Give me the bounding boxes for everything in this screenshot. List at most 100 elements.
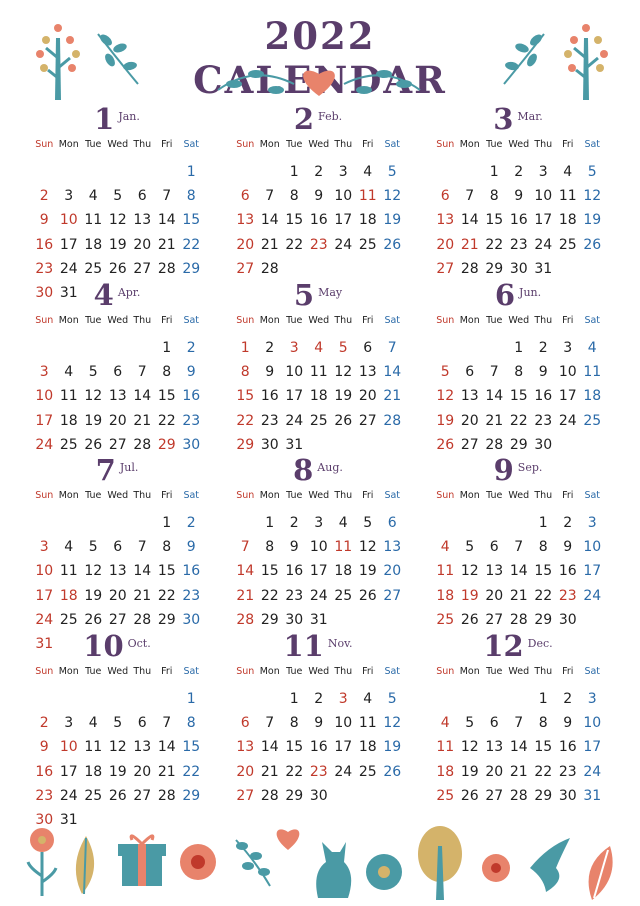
day-cell: 14 <box>460 212 479 229</box>
weekday-label: Sun <box>236 315 255 326</box>
day-cell: 29 <box>509 436 528 453</box>
day-cell: 16 <box>309 212 328 229</box>
day-cell: 31 <box>583 787 602 804</box>
day-cell: 22 <box>182 236 201 253</box>
day-cell: 31 <box>309 611 328 628</box>
day-cell: 9 <box>186 539 196 556</box>
day-cell: 15 <box>260 563 279 580</box>
day-cell: 16 <box>35 763 54 780</box>
day-cell: 20 <box>460 412 479 429</box>
day-cell: 1 <box>162 340 172 356</box>
month-number: 3 <box>493 102 514 136</box>
weekday-label: Fri <box>362 139 374 150</box>
day-cell: 13 <box>133 739 152 756</box>
day-cell: 11 <box>84 212 103 229</box>
week-row: 23 24 25 26 27 28 29 <box>32 784 202 808</box>
day-cell: 28 <box>133 611 152 628</box>
weekday-label: Thu <box>534 490 553 501</box>
day-cell: 12 <box>84 388 103 405</box>
day-cell <box>57 160 82 184</box>
day-cell: 25 <box>583 412 602 429</box>
day-cell: 28 <box>460 260 479 277</box>
weekday-label: Wed <box>308 315 330 326</box>
day-cell: 13 <box>436 212 455 229</box>
day-cell: 30 <box>534 436 553 453</box>
day-cell: 2 <box>186 340 196 356</box>
week-row: 20 21 22 23 24 25 26 <box>233 760 403 784</box>
day-cell: 6 <box>465 364 475 381</box>
day-cell <box>106 160 131 184</box>
bottom-decoration-row <box>26 826 613 900</box>
day-cell: 20 <box>383 563 402 580</box>
day-cell: 6 <box>440 188 450 205</box>
day-cell: 19 <box>108 763 127 780</box>
day-cell: 13 <box>383 539 402 556</box>
day-cell: 9 <box>265 364 275 381</box>
week-row: 1 <box>32 160 202 184</box>
day-cell: 4 <box>338 515 348 531</box>
day-cell: 13 <box>108 388 127 405</box>
day-cell: 23 <box>509 236 528 253</box>
day-cell: 15 <box>285 739 304 756</box>
weekday-header: Sun Mon Tue Wed Thu Fri Sat <box>433 665 603 687</box>
week-row: 14 15 16 17 18 19 20 <box>233 559 403 583</box>
day-cell: 19 <box>383 212 402 229</box>
day-cell: 6 <box>137 188 147 205</box>
day-cell: 20 <box>133 236 152 253</box>
day-cell: 21 <box>460 236 479 253</box>
day-cell: 6 <box>113 364 123 381</box>
tree-icon <box>418 826 462 900</box>
week-row: 6 7 8 9 10 11 12 <box>233 184 403 208</box>
day-cell <box>482 511 507 535</box>
day-cell: 26 <box>583 236 602 253</box>
month-abbr: Mar. <box>517 110 543 123</box>
day-cell: 21 <box>260 236 279 253</box>
day-cell: 31 <box>285 436 304 453</box>
day-cell: 3 <box>338 164 348 180</box>
week-row: 11 12 13 14 15 16 17 <box>433 735 603 759</box>
weekday-label: Tue <box>286 666 303 677</box>
week-row: 17 18 19 20 21 22 23 <box>32 584 202 608</box>
weekday-header: Sun Mon Tue Wed Thu Fri Sat <box>433 314 603 336</box>
day-cell: 22 <box>260 587 279 604</box>
day-cell: 31 <box>59 811 78 828</box>
weekday-label: Sun <box>436 315 455 326</box>
day-cell: 25 <box>84 787 103 804</box>
day-cell: 7 <box>514 539 524 556</box>
month-abbr: Jun. <box>519 286 542 299</box>
day-cell: 5 <box>113 188 123 205</box>
day-cell: 25 <box>436 611 455 628</box>
flower-icon <box>26 828 58 896</box>
day-cell <box>130 336 155 360</box>
day-cell: 2 <box>314 691 324 707</box>
day-cell <box>458 687 483 711</box>
day-cell: 22 <box>485 236 504 253</box>
day-cell: 2 <box>314 164 324 180</box>
day-cell: 5 <box>338 340 348 356</box>
weekday-label: Tue <box>85 490 102 501</box>
day-cell: 25 <box>309 412 328 429</box>
day-cell: 5 <box>113 715 123 732</box>
day-cell: 12 <box>436 388 455 405</box>
day-cell: 29 <box>157 611 176 628</box>
day-cell: 12 <box>84 563 103 580</box>
weekday-label: Mon <box>58 315 79 326</box>
day-cell: 30 <box>260 436 279 453</box>
day-cell: 13 <box>485 739 504 756</box>
day-cell: 3 <box>289 340 299 356</box>
day-cell: 7 <box>162 715 172 732</box>
weekday-label: Sun <box>436 666 455 677</box>
day-cell: 10 <box>309 539 328 556</box>
day-cell: 8 <box>162 364 172 381</box>
day-cell <box>81 687 106 711</box>
month-number: 11 <box>283 629 324 663</box>
day-cell: 5 <box>363 515 373 531</box>
day-cell: 30 <box>35 811 54 828</box>
tree-icon <box>564 24 608 100</box>
day-cell: 20 <box>108 412 127 429</box>
day-cell: 25 <box>59 436 78 453</box>
day-cell: 17 <box>558 388 577 405</box>
day-cell: 9 <box>314 715 324 732</box>
